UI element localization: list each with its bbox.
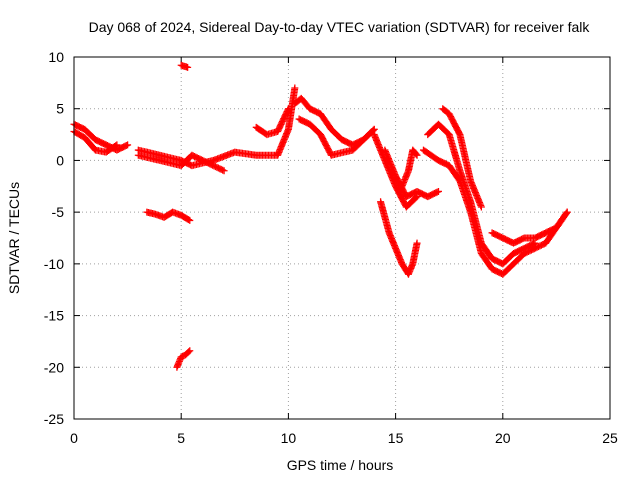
y-tick-label: 10 [48,49,64,65]
data-point [186,347,194,355]
x-tick-label: 20 [495,430,511,446]
x-tick-label: 0 [70,430,78,446]
series-trace-a [70,120,132,154]
axis-ticks: 0 5 10 15 20 25 10 5 0 -5 -10 -15 -20 -25 [44,49,618,446]
data-point [369,126,377,134]
x-tick-label: 10 [281,430,297,446]
data-point [184,63,192,71]
data-point [412,150,420,158]
series-trace-n [396,146,421,195]
y-tick-label: 5 [56,101,64,117]
y-tick-label: 0 [56,152,64,168]
x-tick-label: 15 [388,430,404,446]
y-tick-label: -5 [52,204,65,220]
data-point [124,141,132,149]
series-trace-m [377,198,421,278]
series-trace-e [143,208,194,224]
data-point [563,208,571,216]
series-trace-j [295,115,378,159]
y-tick-label: -20 [44,359,64,375]
data-point [219,166,227,174]
data-point [185,216,193,224]
data-point [284,106,292,114]
series-trace-q [439,105,485,211]
data-point [186,216,194,224]
y-tick-label: -15 [44,308,64,324]
data-point [113,141,121,149]
series-trace-c [134,84,299,170]
x-tick-label: 5 [177,430,185,446]
y-tick-label: -10 [44,256,64,272]
y-axis-label: SDTVAR / TECUs [6,182,22,294]
series-trace-r [488,208,571,247]
data-point [112,142,120,150]
chart-title: Day 068 of 2024, Sidereal Day-to-day VTE… [89,19,591,35]
data-point [185,348,193,356]
x-tick-label: 25 [602,430,618,446]
data-point [477,203,485,211]
data-point [284,105,292,113]
data-point [434,187,442,195]
data-point [413,239,421,247]
data-point [220,167,228,175]
x-axis-label: GPS time / hours [287,457,394,473]
data-point [413,151,421,159]
plot-frame [73,56,611,420]
data-points [70,61,571,371]
series-trace-d [134,151,228,175]
series-trace-f [177,61,192,71]
data-point [562,209,570,217]
series-trace-h [252,105,292,139]
series-trace-g [173,347,194,371]
data-point [291,84,299,92]
y-tick-label: -25 [44,411,64,427]
